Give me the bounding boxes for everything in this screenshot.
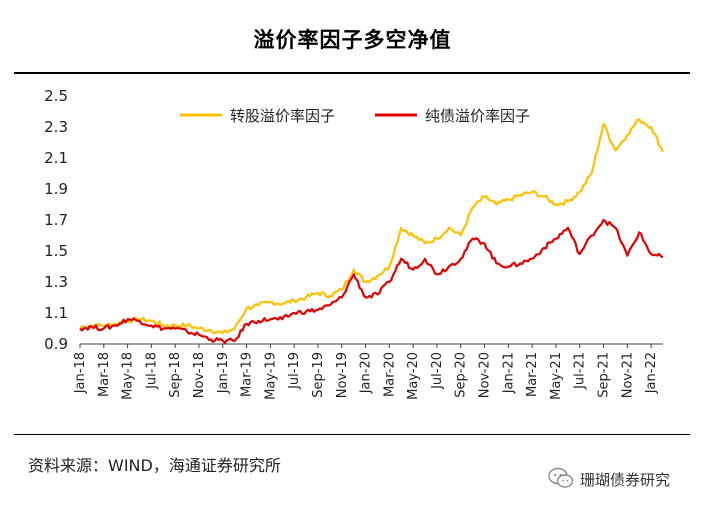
x-tick-label: Nov-18 [192, 352, 207, 398]
x-tick-label: Nov-21 [620, 352, 635, 398]
x-tick-label: May-20 [406, 352, 421, 400]
x-tick-label: Mar-21 [525, 352, 540, 397]
x-tick-label: Mar-19 [240, 352, 255, 397]
y-tick-label: 1.1 [44, 304, 68, 322]
x-tick-label: Jan-19 [216, 352, 231, 394]
legend-label-1: 转股溢价率因子 [230, 107, 335, 125]
x-tick-label: Sep-19 [311, 352, 326, 398]
x-tick-label: Jul-18 [144, 352, 159, 390]
y-tick-label: 2.1 [44, 149, 68, 167]
y-tick-label: 2.3 [44, 118, 68, 136]
watermark-text: 珊瑚债券研究 [580, 471, 671, 489]
x-tick-label: Mar-18 [97, 352, 112, 397]
legend: 转股溢价率因子 纯债溢价率因子 [180, 107, 530, 125]
bottom-rule [14, 434, 690, 435]
y-tick-label: 0.9 [44, 335, 68, 353]
x-tick-label: Nov-19 [335, 352, 350, 398]
x-tick-label: Jul-20 [430, 352, 445, 390]
chart-title: 溢价率因子多空净值 [253, 28, 452, 52]
x-tick-label: Jan-18 [73, 352, 88, 394]
x-tick-label: Nov-20 [478, 352, 493, 398]
x-axis-ticks: Jan-18 Mar-18 May-18 Jul-18 Sep-18 Nov-18 Jan-… [73, 344, 659, 400]
x-tick-label: Sep-21 [597, 352, 612, 398]
series-line-1 [79, 118, 664, 335]
x-tick-label: May-18 [121, 352, 136, 400]
y-tick-label: 1.5 [44, 242, 68, 260]
x-tick-label: Sep-18 [168, 352, 183, 398]
legend-label-2: 纯债溢价率因子 [425, 107, 530, 125]
line-chart: 0.9 1.1 1.3 1.5 1.7 1.9 2.1 2.3 2.5 Jan-18 Mar-18… [44, 87, 664, 400]
y-tick-label: 2.5 [44, 87, 68, 105]
x-tick-label: May-21 [549, 352, 564, 400]
x-tick-label: Jul-21 [573, 352, 588, 390]
x-tick-label: Mar-20 [382, 352, 397, 397]
x-tick-label: Jan-21 [501, 352, 516, 394]
x-tick-label: Jan-20 [359, 352, 374, 394]
series-lines [79, 118, 664, 344]
top-rule [14, 72, 690, 74]
x-tick-label: Jul-19 [287, 352, 302, 390]
y-axis-ticks: 0.9 1.1 1.3 1.5 1.7 1.9 2.1 2.3 2.5 [44, 87, 68, 353]
series-line-2 [79, 218, 664, 344]
wechat-icon [548, 467, 574, 488]
x-tick-label: May-19 [263, 352, 278, 400]
y-tick-label: 1.7 [44, 211, 68, 229]
y-tick-label: 1.3 [44, 273, 68, 291]
y-tick-label: 1.9 [44, 180, 68, 198]
x-tick-label: Jan-22 [644, 352, 659, 394]
x-tick-label: Sep-20 [454, 352, 469, 398]
source-note: 资料来源：WIND，海通证券研究所 [28, 456, 281, 475]
